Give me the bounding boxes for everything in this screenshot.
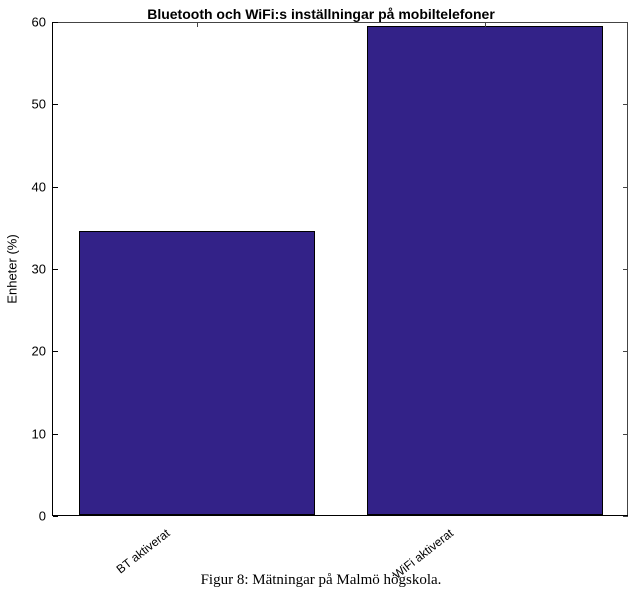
bar: [367, 26, 603, 515]
figure-container: Bluetooth och WiFi:s inställningar på mo…: [0, 0, 642, 595]
chart-title: Bluetooth och WiFi:s inställningar på mo…: [0, 6, 642, 22]
plot-area: [52, 22, 628, 516]
y-tick-label: 50: [32, 97, 46, 112]
y-tick-label: 40: [32, 179, 46, 194]
figure-caption: Figur 8: Mätningar på Malmö högskola.: [0, 572, 642, 589]
bar: [79, 231, 315, 515]
y-tick-label: 30: [32, 262, 46, 277]
y-tick-mark: [53, 351, 58, 352]
y-tick-mark: [623, 22, 628, 23]
y-tick-mark: [623, 351, 628, 352]
x-tick-label: BT aktiverat: [114, 526, 173, 576]
plot-top-border: [53, 22, 628, 23]
y-tick-mark: [53, 187, 58, 188]
y-tick-label: 0: [39, 509, 46, 524]
y-tick-mark: [623, 434, 628, 435]
y-tick-label: 20: [32, 344, 46, 359]
x-tick-mark: [197, 22, 198, 27]
y-tick-mark: [623, 104, 628, 105]
y-tick-label: 60: [32, 15, 46, 30]
y-tick-mark: [53, 269, 58, 270]
y-axis-label: Enheter (%): [5, 234, 20, 303]
y-tick-label: 10: [32, 426, 46, 441]
y-tick-mark: [53, 516, 58, 517]
y-tick-mark: [623, 187, 628, 188]
x-tick-mark: [485, 22, 486, 27]
y-tick-mark: [53, 22, 58, 23]
y-tick-mark: [53, 434, 58, 435]
y-tick-mark: [53, 104, 58, 105]
y-tick-mark: [623, 269, 628, 270]
y-tick-mark: [623, 516, 628, 517]
